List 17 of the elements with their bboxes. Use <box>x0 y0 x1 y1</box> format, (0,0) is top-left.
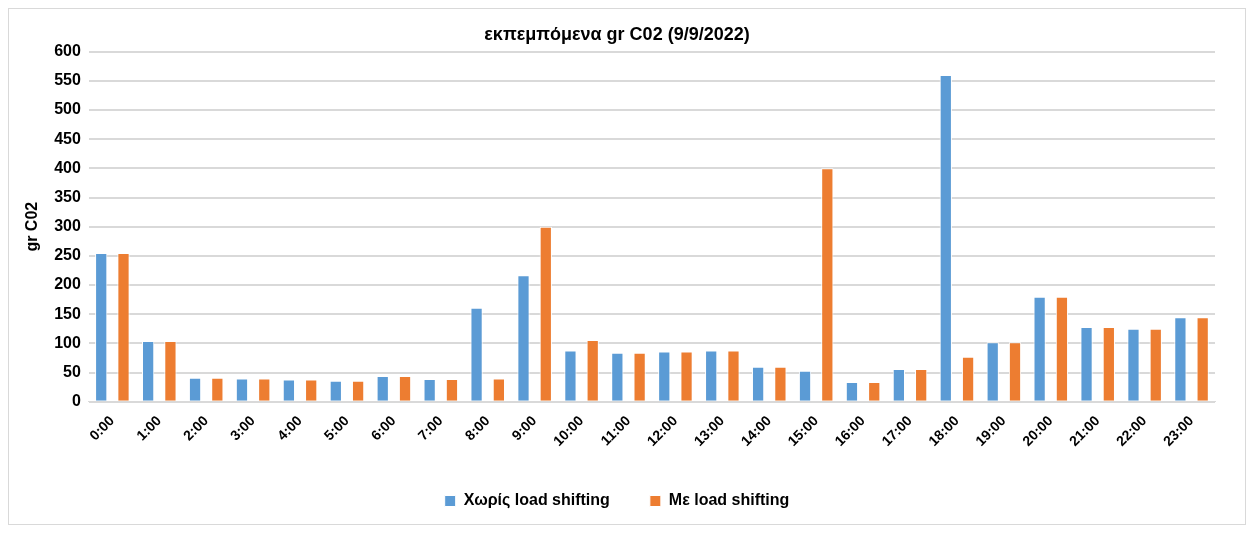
legend-label: Χωρίς load shifting <box>463 491 610 510</box>
y-tick-label: 600 <box>54 42 81 60</box>
legend-label: Με load shifting <box>668 491 790 509</box>
y-tick-label: 250 <box>54 246 81 264</box>
y-tick-label: 400 <box>54 158 81 176</box>
y-tick-label: 100 <box>54 333 81 351</box>
chart-title: εκπεμπόμενα gr C02 (9/9/2022) <box>484 23 750 44</box>
y-tick-label: 0 <box>71 392 81 410</box>
y-tick-label: 50 <box>63 363 81 381</box>
y-tick-label: 200 <box>54 275 81 293</box>
y-tick-label: 550 <box>54 71 81 89</box>
y-tick-label: 450 <box>54 129 81 147</box>
y-tick-label: 350 <box>54 187 81 205</box>
y-tick-label: 150 <box>54 304 81 322</box>
y-axis-title: gr C02 <box>23 201 41 252</box>
y-tick-label: 500 <box>54 100 81 118</box>
y-tick-label: 300 <box>54 217 81 235</box>
